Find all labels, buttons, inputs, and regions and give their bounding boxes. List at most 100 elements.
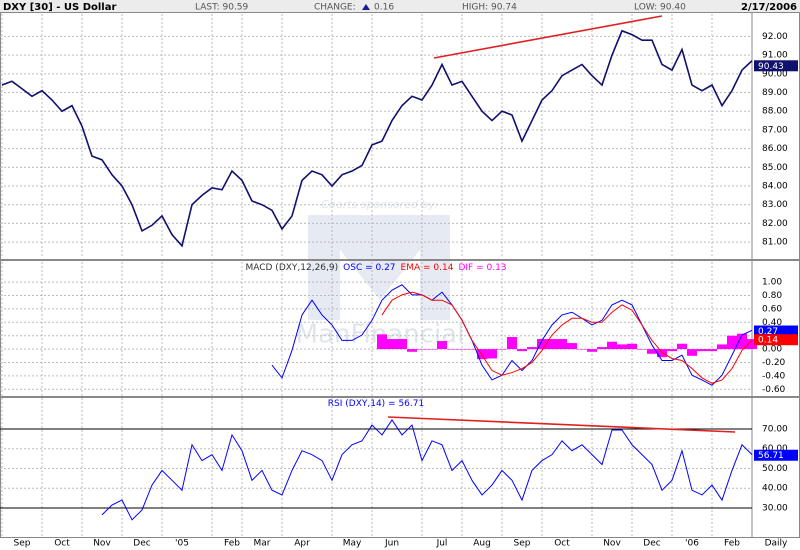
y-tick-label: -0.20 <box>762 358 786 368</box>
histogram-bar <box>427 349 437 350</box>
histogram-bar <box>467 349 477 350</box>
x-tick-label: Aug <box>473 539 491 549</box>
last-value-label: 56.71 <box>758 451 784 461</box>
histogram-bar <box>737 333 747 350</box>
y-tick-label: 92.00 <box>762 32 788 42</box>
histogram-bar <box>687 349 697 356</box>
histogram-bar <box>517 349 527 352</box>
y-tick-label: -0.60 <box>762 385 786 395</box>
histogram-bar <box>497 349 507 350</box>
x-tick-label: '06 <box>685 539 699 549</box>
legend-entry: EMA = 0.14 <box>401 263 454 273</box>
y-tick-label: 84.00 <box>762 182 788 192</box>
last-value-box <box>754 449 798 461</box>
histogram-bar <box>617 344 627 350</box>
x-tick-label: Oct <box>54 539 70 549</box>
histogram-bar <box>477 349 487 360</box>
histogram-bar <box>557 339 567 350</box>
y-tick-label: 91.00 <box>762 51 788 61</box>
histogram-bar <box>437 341 447 350</box>
y-tick-label: 88.00 <box>762 107 788 117</box>
histogram-bar <box>657 349 667 358</box>
last-value-box <box>754 60 798 72</box>
histogram-bar <box>457 349 467 350</box>
plot-layer: 81.00 82.00 83.00 84.00 85.00 86.00 87.00 88.00… <box>0 12 800 549</box>
x-axis-label: Daily <box>765 539 788 549</box>
last-value-label: 0.14 <box>758 336 778 346</box>
watermark: Charts sponsored by: ManFinancial <box>296 198 465 350</box>
trendline <box>387 416 736 433</box>
histogram-bar <box>567 343 577 350</box>
y-tick-label: 0.80 <box>762 291 782 301</box>
histogram-bar <box>727 335 737 350</box>
x-tick-label: Mar <box>254 539 271 549</box>
x-tick-label: Oct <box>554 539 570 549</box>
series-line <box>1 29 753 248</box>
high: HIGH: 90.74 <box>462 3 517 13</box>
title-text: RSI (DXY,14) = 56.71 <box>328 399 424 409</box>
histogram-bar <box>547 339 557 350</box>
series-line <box>101 419 753 521</box>
histogram-bar <box>697 349 707 352</box>
histogram-bar <box>707 349 717 352</box>
histogram-bar <box>577 349 587 350</box>
date: 2/17/2006 <box>741 2 797 13</box>
histogram-bar <box>637 349 647 350</box>
y-tick-label: 50.00 <box>762 464 788 474</box>
histogram-bar <box>627 343 637 350</box>
x-tick-label: Dec <box>643 539 660 549</box>
histogram-bar <box>507 337 517 350</box>
series-line <box>271 284 753 386</box>
y-tick-label: 82.00 <box>762 219 788 229</box>
symbol: DXY [30] - US Dollar <box>3 2 116 13</box>
trendline <box>433 15 663 59</box>
change-label: CHANGE: <box>314 3 356 13</box>
y-tick-label: 30.00 <box>762 503 788 513</box>
histogram-bar <box>747 339 757 350</box>
histogram-bar <box>647 349 657 354</box>
x-tick-label: Feb <box>724 539 740 549</box>
y-tick-label: 0.00 <box>762 345 782 355</box>
panel-title: MACD (DXY,12,26,9) OSC = 0.27 EMA = 0.14 DI… <box>245 263 506 273</box>
histogram-bar <box>717 344 727 350</box>
histogram-bar <box>407 349 417 352</box>
histogram-bar <box>667 349 677 352</box>
last-value-label: 90.43 <box>758 62 784 72</box>
x-tick-label: Jul <box>436 539 448 549</box>
y-tick-label: -0.40 <box>762 371 786 381</box>
x-tick-label: Nov <box>603 539 621 549</box>
histogram-bar <box>597 347 607 350</box>
legend-entry: OSC = 0.27 <box>343 263 395 273</box>
panel-title: RSI (DXY,14) = 56.71 <box>328 399 424 409</box>
histogram-bar <box>607 341 617 350</box>
histogram-bar <box>447 349 457 350</box>
y-tick-label: 89.00 <box>762 88 788 98</box>
y-tick-label: 1.00 <box>762 278 782 288</box>
change: 0.16 <box>374 3 394 13</box>
x-tick-label: May <box>343 539 362 549</box>
y-tick-label: 83.00 <box>762 200 788 210</box>
histogram-bar <box>397 339 407 350</box>
histogram-bar <box>487 349 497 359</box>
histogram-bar <box>587 349 597 352</box>
y-tick-label: 85.00 <box>762 163 788 173</box>
y-tick-label: 60.00 <box>762 444 788 454</box>
x-tick-label: Nov <box>93 539 111 549</box>
histogram-bar <box>387 339 397 350</box>
x-tick-label: Apr <box>294 539 310 549</box>
histogram-bar <box>537 339 547 350</box>
y-tick-label: 0.40 <box>762 318 782 328</box>
last-value-box <box>754 334 798 346</box>
y-tick-label: 40.00 <box>762 484 788 494</box>
histogram-bar <box>377 334 387 350</box>
title-text: MACD (DXY,12,26,9) <box>245 263 338 273</box>
y-tick-label: 90.00 <box>762 69 788 79</box>
x-tick-label: Feb <box>224 539 240 549</box>
last-value-box <box>754 325 798 337</box>
x-tick-label: Dec <box>133 539 150 549</box>
y-tick-label: 87.00 <box>762 125 788 135</box>
header-bar <box>0 0 800 13</box>
y-tick-label: 86.00 <box>762 144 788 154</box>
y-tick-label: 81.00 <box>762 238 788 248</box>
